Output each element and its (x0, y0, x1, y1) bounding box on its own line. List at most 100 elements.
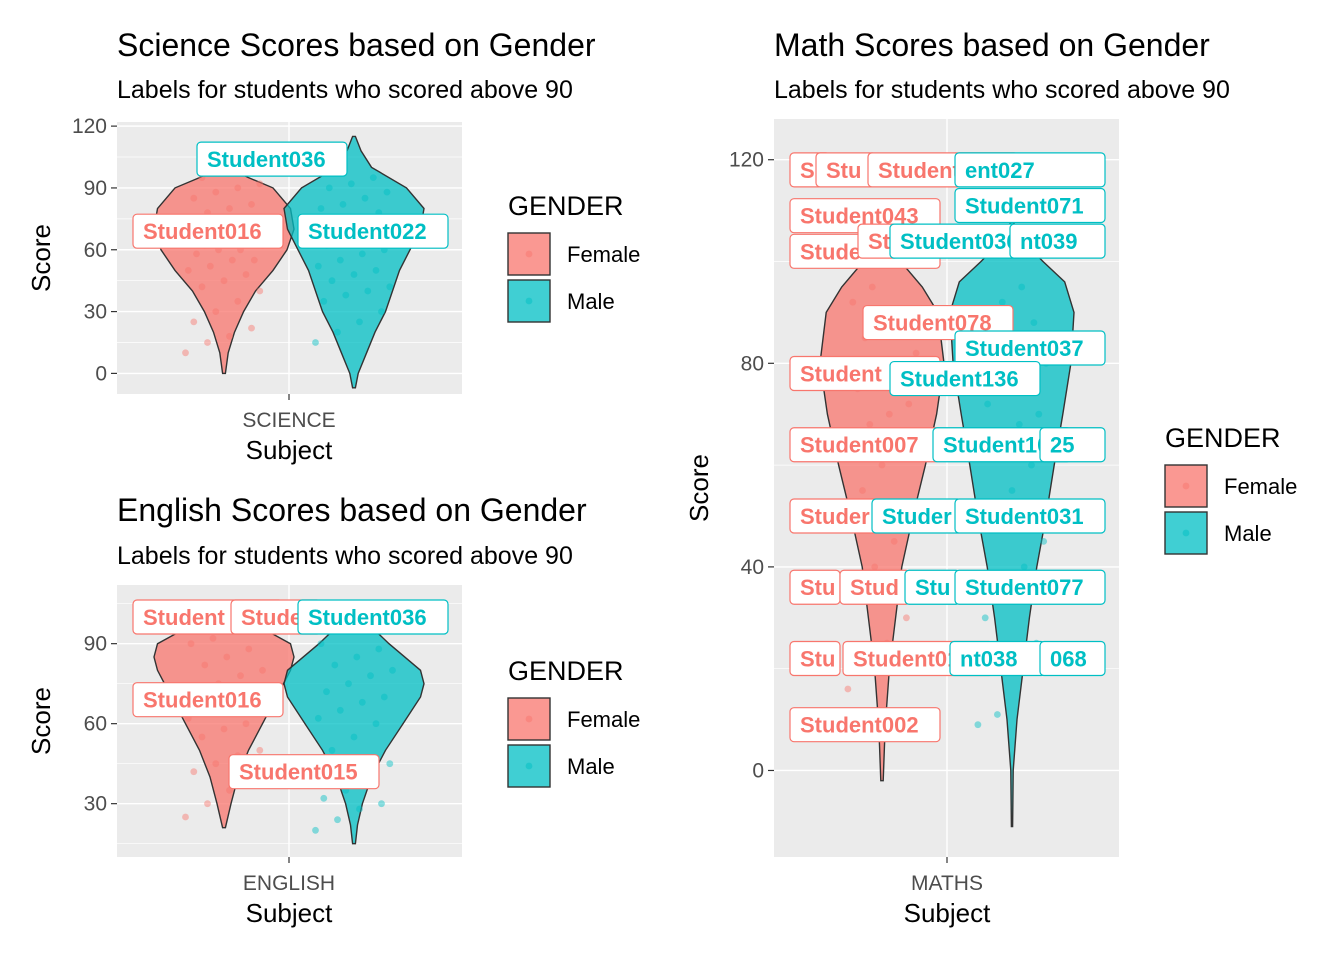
data-point (336, 706, 344, 714)
data-point (314, 262, 322, 270)
y-tick-label: 90 (84, 177, 107, 200)
label-text: Student007 (800, 433, 919, 458)
data-point (190, 768, 198, 776)
x-tick-label: MATHS (911, 872, 983, 895)
data-point (890, 538, 898, 545)
data-point (356, 805, 363, 813)
data-point (209, 634, 217, 642)
data-point (325, 184, 333, 192)
student-label: Student077 (954, 569, 1106, 605)
student-label: Studer (789, 498, 881, 534)
data-point (193, 250, 200, 258)
label-text: S (800, 158, 815, 183)
label-box (789, 707, 941, 743)
data-point (242, 720, 250, 728)
data-point (358, 250, 366, 258)
label-text: Student136 (900, 367, 1019, 392)
x-tick-label: ENGLISH (243, 872, 335, 895)
y-tick-label: 80 (741, 352, 764, 375)
label-text: Student037 (965, 336, 1084, 361)
data-point (1040, 538, 1048, 545)
legend-key-point (1182, 482, 1190, 490)
label-text: Student036 (308, 605, 427, 630)
student-label: Student036 (297, 599, 449, 635)
legend-label: Male (567, 754, 615, 779)
data-point (389, 666, 396, 674)
student-label: Student071 (954, 187, 1106, 224)
label-text: Stu (800, 575, 835, 600)
data-point (228, 256, 236, 264)
data-point (204, 800, 211, 808)
label-box (297, 599, 449, 635)
student-label: St (857, 223, 899, 259)
student-label: Student022 (297, 213, 449, 249)
label-text: Stude (800, 239, 861, 264)
data-point (182, 813, 189, 821)
data-point (350, 733, 358, 741)
label-text: Student036 (900, 229, 1019, 254)
data-point (248, 201, 255, 208)
data-point (1020, 563, 1028, 571)
data-point (353, 653, 361, 661)
label-box (889, 360, 1041, 397)
data-point (1030, 319, 1038, 326)
label-text: Student (143, 605, 226, 630)
student-label: ent027 (954, 152, 1106, 188)
x-tick-label: SCIENCE (242, 409, 335, 432)
legend-key-point (525, 297, 533, 305)
label-text: Studer (882, 504, 952, 529)
legend-label: Female (1224, 474, 1297, 499)
data-point (868, 283, 876, 291)
data-point (871, 563, 879, 571)
data-point (245, 645, 253, 653)
data-point (212, 308, 220, 315)
chart-panel: Math Scores based on Gender Labels for st… (684, 27, 1297, 928)
label-text: Studer (800, 504, 870, 529)
y-tick-label: 0 (752, 759, 764, 782)
chart-panel: Science Scores based on Gender Labels for… (26, 27, 640, 465)
data-point (347, 180, 355, 188)
label-text: Student031 (965, 504, 1084, 529)
chart-title: Math Scores based on Gender (774, 27, 1210, 63)
label-box (954, 498, 1106, 534)
data-point (312, 826, 319, 834)
y-tick-label: 30 (84, 301, 107, 324)
chart-title: English Scores based on Gender (117, 492, 587, 528)
chart-panel: English Scores based on Gender Labels for… (26, 492, 640, 928)
data-point (849, 298, 857, 306)
label-box (789, 640, 841, 677)
data-point (259, 666, 266, 674)
label-box (954, 187, 1106, 224)
data-point (226, 205, 233, 212)
data-point (378, 800, 385, 808)
data-point (912, 349, 920, 357)
data-point (386, 283, 394, 291)
data-point (212, 188, 220, 196)
label-text: Student071 (965, 194, 1084, 219)
data-point (314, 714, 322, 722)
label-text: Student036 (207, 147, 326, 172)
x-axis-title: Subject (246, 435, 333, 465)
legend-label: Female (567, 707, 640, 732)
data-point (905, 400, 913, 408)
label-text: Student016 (143, 688, 262, 713)
student-label: 068 (1039, 640, 1106, 677)
student-label: Stu (815, 152, 877, 188)
label-box (132, 682, 284, 718)
legend-title: GENDER (508, 191, 624, 221)
data-point (220, 725, 228, 733)
legend-key-point (525, 715, 533, 723)
label-text: ent027 (965, 158, 1035, 183)
legend-key-point (525, 762, 533, 770)
label-text: St (868, 229, 891, 254)
data-point (190, 194, 198, 202)
chart-subtitle: Labels for students who scored above 90 (117, 76, 573, 104)
data-point (328, 746, 336, 754)
student-label: Student031 (954, 498, 1106, 534)
data-point (903, 614, 910, 622)
student-label: nt038 (949, 640, 1046, 677)
data-point (998, 298, 1006, 306)
x-axis-title: Subject (246, 898, 333, 928)
data-point (242, 271, 250, 278)
data-point (386, 760, 394, 768)
